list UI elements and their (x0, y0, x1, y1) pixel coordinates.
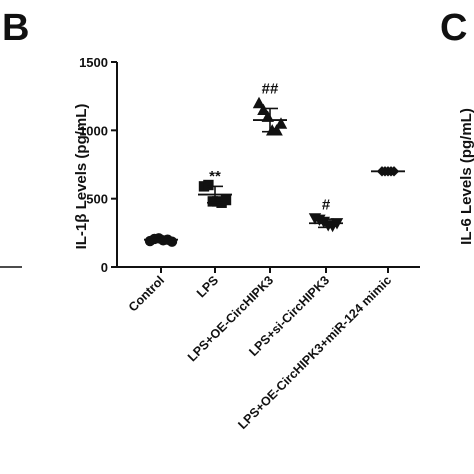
point-square (220, 194, 232, 206)
point-square (203, 179, 214, 191)
series-group (308, 213, 344, 233)
panel-c-y-axis-label: IL-6 Levels (pg/mL) (458, 108, 474, 245)
category-label: Control (126, 273, 167, 314)
category-labels: Control LPSLPS+OE-CircHIPK3LPS+si-CircHIP… (126, 273, 394, 432)
panel-letter-b: B (2, 7, 29, 49)
significance-annotation: ## (262, 80, 279, 97)
y-tick-label: 0 (101, 260, 108, 275)
panel-c-partial: C IL-6 Levels (pg/mL) (0, 7, 474, 268)
point-triangle-up (270, 124, 283, 136)
series-group (144, 233, 178, 247)
y-tick-label: 500 (86, 192, 108, 207)
point-triangle-up (274, 117, 288, 129)
series-group (198, 179, 232, 208)
data-marks: **### (144, 80, 405, 247)
point-triangle-up (257, 103, 270, 116)
point-triangle-up (261, 110, 274, 122)
significance-annotation: # (322, 197, 331, 214)
y-tick-label: 1500 (79, 55, 108, 70)
y-tick-label: 1000 (79, 123, 108, 138)
series-group (252, 96, 288, 136)
y-axis-label: IL-1β Levels (pg/mL) (73, 104, 90, 250)
panel-letter-c: C (440, 7, 467, 49)
series-group (371, 166, 405, 177)
category-label: LPS (194, 273, 221, 300)
significance-annotation: ** (209, 168, 221, 185)
axes: 0 500 1000 1500 (79, 55, 420, 275)
point-triangle-up (252, 96, 266, 109)
